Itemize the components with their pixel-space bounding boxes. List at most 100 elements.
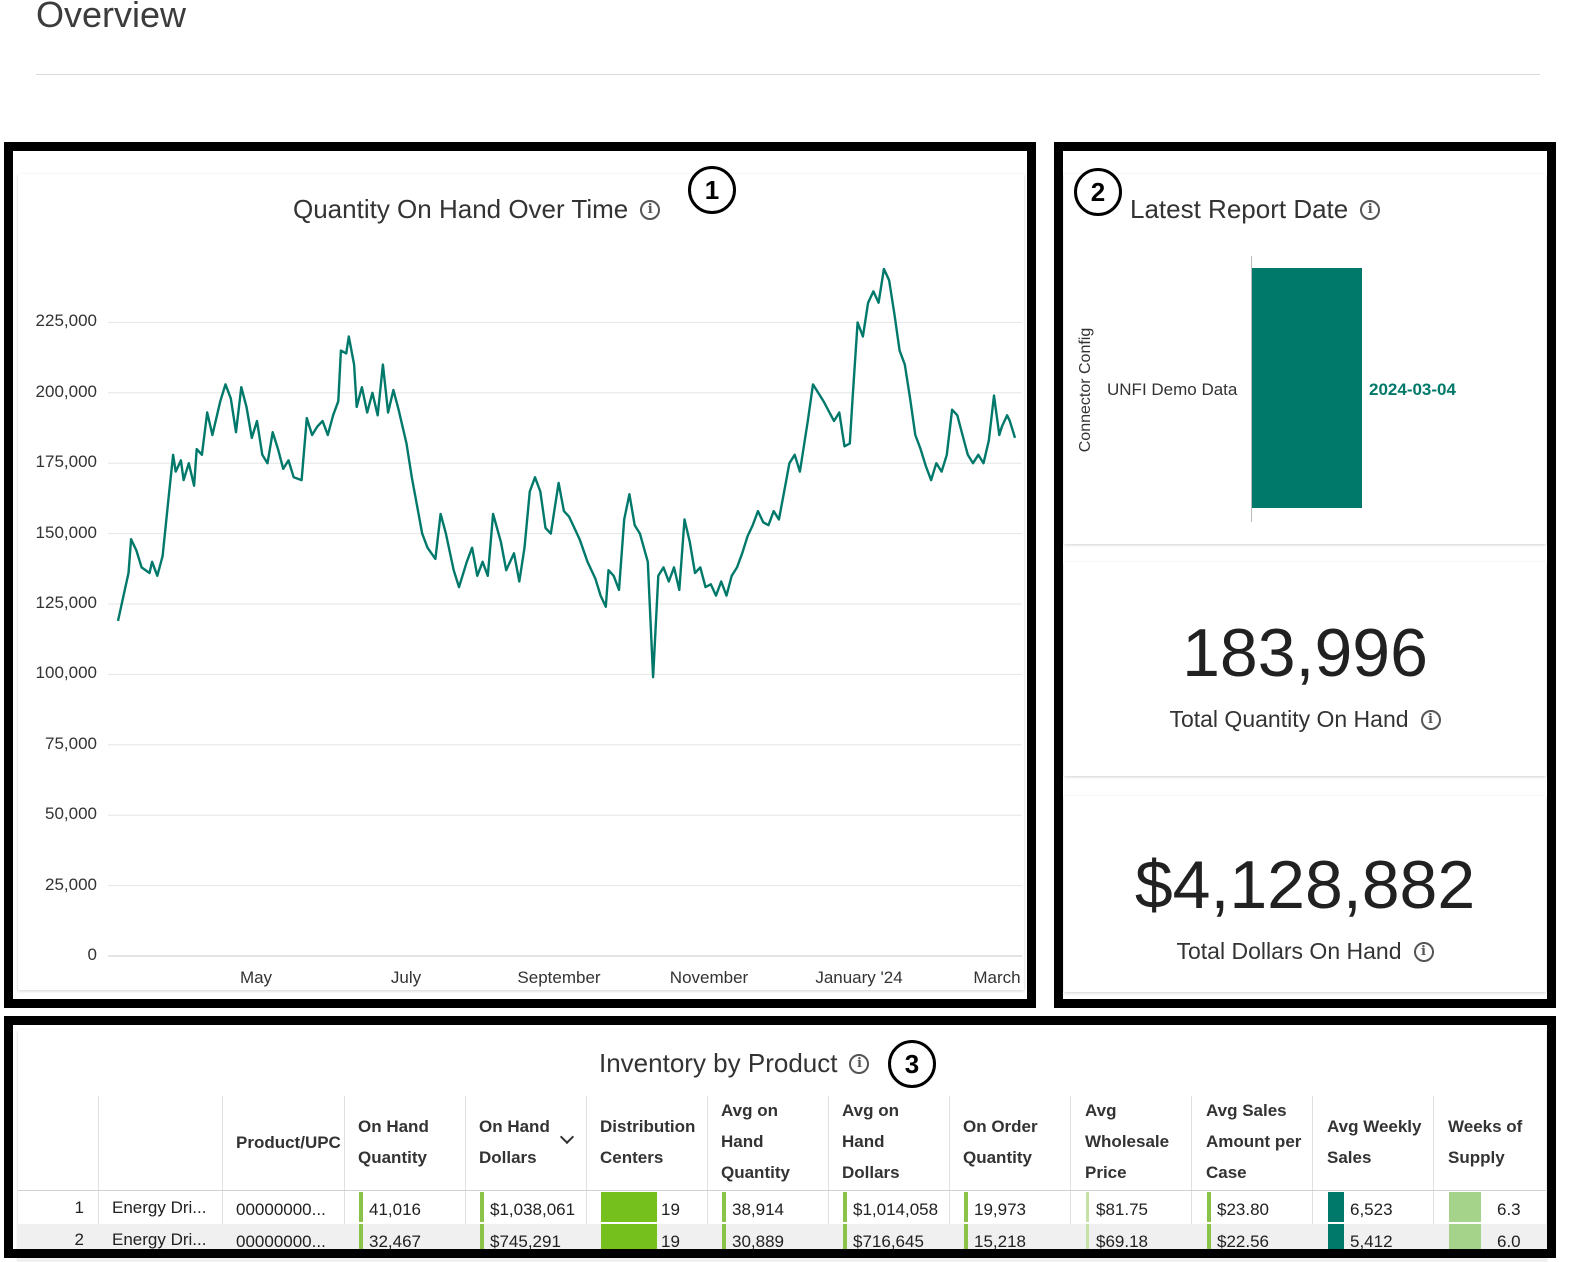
y-tick-label: 50,000 [45, 804, 97, 824]
cell-bar-avg-on-hand-qty [722, 1192, 726, 1222]
x-tick-label: January '24 [815, 968, 903, 987]
column-divider [98, 1096, 99, 1262]
annotation-box-3 [4, 1016, 1556, 1258]
annotation-box-2 [1054, 142, 1556, 1008]
column-header-avg-on-hand-qty[interactable]: Avg on Hand Quantity [721, 1101, 790, 1182]
latest-report-date-card: Latest Report Date i Connector Config UN… [1064, 174, 1546, 544]
total-dollars-value: $4,128,882 [1134, 847, 1476, 923]
column-divider [344, 1096, 345, 1262]
cell-bar-avg-weekly-sales [1328, 1192, 1344, 1222]
cell-bar-avg-wholesale [1086, 1192, 1089, 1222]
cell-on-order-qty: 15,218 [974, 1232, 1026, 1251]
annotation-marker-3: 3 [888, 1040, 936, 1088]
cell-on-order-qty: 19,973 [974, 1200, 1026, 1219]
total-dollars-label: Total Dollars On Hand i [1064, 938, 1546, 965]
cell-on-hand-qty: 41,016 [369, 1200, 421, 1219]
cell-avg-sales-case: $22.56 [1217, 1232, 1269, 1251]
column-divider [222, 1096, 223, 1262]
total-dollars-label-text: Total Dollars On Hand [1176, 938, 1402, 964]
column-divider [1433, 1096, 1434, 1262]
cell-avg-on-hand-qty: 30,889 [732, 1232, 784, 1251]
cell-bar-avg-sales-case [1207, 1192, 1211, 1222]
annotation-marker-2: 2 [1074, 168, 1122, 216]
column-header-dc[interactable]: Distribution Centers [600, 1117, 696, 1167]
column-header-avg-weekly-sales[interactable]: Avg Weekly Sales [1327, 1117, 1422, 1167]
y-tick-label: 25,000 [45, 874, 97, 894]
row-number: 1 [74, 1198, 84, 1217]
cell-bar-dc [601, 1192, 657, 1222]
column-header-on-order-qty[interactable]: On Order Quantity [963, 1117, 1038, 1167]
cell-bar-avg-wholesale [1086, 1224, 1089, 1254]
product-name-cell[interactable]: Energy Dri... [112, 1230, 207, 1249]
cell-bar-on-hand-qty [359, 1224, 363, 1254]
column-divider [1312, 1096, 1313, 1262]
x-tick-label: March [973, 968, 1021, 987]
y-tick-label: 150,000 [35, 522, 97, 542]
info-icon[interactable]: i [1413, 941, 1434, 962]
cell-bar-avg-on-hand-qty [722, 1224, 726, 1254]
column-divider [1191, 1096, 1192, 1262]
report-date-data-label: 2024-03-04 [1369, 380, 1456, 399]
cell-bar-weeks-supply [1449, 1192, 1481, 1222]
inventory-table-card: Inventory by Product i [18, 1030, 1546, 1262]
column-header-avg-on-hand-dollars[interactable]: Avg on Hand Dollars [842, 1101, 900, 1182]
total-quantity-value: 183,996 [1182, 615, 1428, 691]
cell-bar-avg-on-hand-dollars [843, 1192, 847, 1222]
quantity-over-time-title: Quantity On Hand Over Time i [293, 194, 661, 225]
y-tick-label: 100,000 [35, 663, 97, 683]
product-name-cell[interactable]: Energy Dri... [112, 1198, 207, 1217]
total-quantity-card: 183,996 Total Quantity On Hand i [1064, 562, 1546, 776]
quantity-over-time-title-text: Quantity On Hand Over Time [293, 194, 629, 224]
x-tick-label: September [517, 968, 601, 987]
y-tick-label: 75,000 [45, 733, 97, 753]
y-tick-label: 125,000 [35, 593, 97, 612]
column-header-weeks-supply[interactable]: Weeks of Supply [1448, 1117, 1523, 1167]
y-tick-label: 175,000 [35, 452, 97, 472]
info-icon[interactable]: i [849, 1053, 870, 1074]
cell-upc: 00000000... [236, 1232, 326, 1251]
total-dollars-card: $4,128,882 Total Dollars On Hand i [1064, 796, 1546, 992]
cell-avg-weekly-sales: 6,523 [1350, 1200, 1393, 1219]
column-divider [707, 1096, 708, 1262]
column-header-avg-wholesale[interactable]: Avg Wholesale Price [1085, 1101, 1170, 1182]
page-title: Overview [36, 0, 187, 35]
info-icon[interactable]: i [1360, 199, 1381, 220]
category-label: UNFI Demo Data [1107, 380, 1238, 399]
cell-bar-on-order-qty [964, 1192, 968, 1222]
column-divider [586, 1096, 587, 1262]
column-header-avg-sales-case[interactable]: Avg Sales Amount per Case [1206, 1101, 1302, 1182]
annotation-box-1 [4, 142, 1036, 1008]
cell-avg-wholesale: $81.75 [1096, 1200, 1148, 1219]
bar-axis-line [1251, 256, 1252, 522]
cell-avg-on-hand-qty: 38,914 [732, 1200, 784, 1219]
y-tick-label: 225,000 [35, 311, 97, 331]
cell-on-hand-qty: 32,467 [369, 1232, 421, 1251]
column-header-on-hand-qty[interactable]: On Hand Quantity [358, 1117, 429, 1167]
latest-report-date-title: Latest Report Date i [1130, 194, 1381, 225]
y-tick-label: 0 [87, 945, 97, 964]
cell-bar-on-hand-qty [359, 1192, 363, 1222]
x-tick-label: July [390, 968, 422, 987]
cell-on-hand-dollars: $1,038,061 [490, 1200, 576, 1219]
cell-bar-avg-weekly-sales [1328, 1224, 1344, 1254]
x-tick-label: November [669, 968, 749, 987]
header-row-divider [18, 1190, 1546, 1191]
column-divider [1070, 1096, 1071, 1262]
cell-weeks-supply: 6.0 [1497, 1232, 1521, 1251]
column-header-on-hand-dollars[interactable]: On Hand Dollars [479, 1117, 550, 1167]
column-divider [828, 1096, 829, 1262]
cell-avg-wholesale: $69.18 [1096, 1232, 1148, 1251]
info-icon[interactable]: i [640, 199, 661, 220]
y-tick-label: 200,000 [35, 381, 97, 401]
cell-bar-on-order-qty [964, 1224, 968, 1254]
cell-avg-sales-case: $23.80 [1217, 1200, 1269, 1219]
cell-bar-on-hand-dollars [480, 1192, 484, 1222]
cell-avg-on-hand-dollars: $716,645 [853, 1232, 924, 1251]
x-tick-label: May [239, 968, 273, 987]
cell-bar-on-hand-dollars [480, 1224, 484, 1254]
column-header-upc[interactable]: Product/UPC [236, 1133, 341, 1152]
column-divider [465, 1096, 466, 1262]
cell-bar-avg-sales-case [1207, 1224, 1211, 1254]
report-date-bar[interactable] [1252, 268, 1362, 508]
info-icon[interactable]: i [1420, 709, 1441, 730]
